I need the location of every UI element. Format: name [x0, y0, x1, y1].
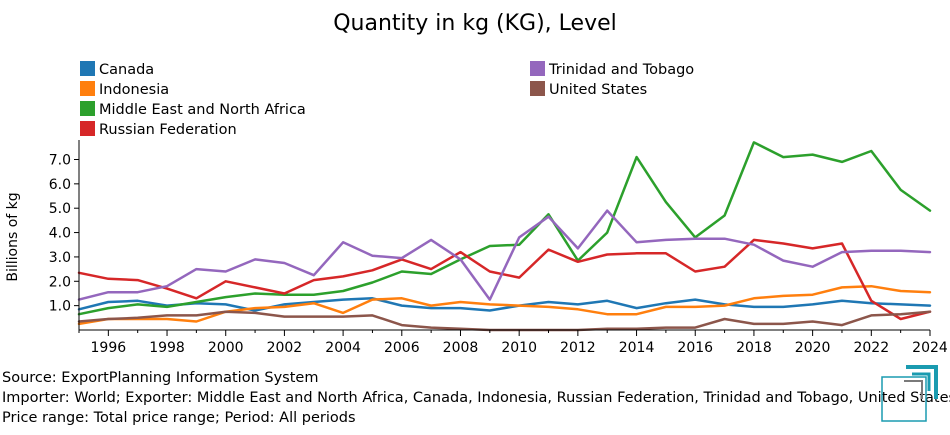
legend: Canada Indonesia Middle East and North Afr…: [80, 61, 694, 138]
x-tick-label: 2004: [325, 340, 361, 356]
x-tick-label: 2014: [619, 340, 655, 356]
axes: 1.0 2.0 3.0 4.0 5.0 6.0 7.0 1996 1998 2000 2002 200…: [49, 140, 948, 356]
legend-swatch: [530, 81, 545, 96]
legend-label: Trinidad and Tobago: [548, 62, 694, 78]
x-tick-label: 1998: [149, 340, 185, 356]
x-tick-label: 2018: [736, 340, 772, 356]
x-tick-label: 2000: [208, 340, 244, 356]
exportplanning-logo-icon: [881, 365, 938, 422]
x-tick-label: 2022: [853, 340, 889, 356]
plot-area: [77, 141, 932, 332]
y-tick-label: 3.0: [49, 250, 71, 266]
legend-label: Middle East and North Africa: [99, 102, 306, 118]
series-line: [77, 238, 932, 321]
series-line: [77, 209, 932, 301]
footer-price: Price range: Total price range; Period: …: [2, 410, 356, 426]
x-tick-label: 2008: [443, 340, 479, 356]
series-line: [77, 141, 932, 316]
legend-label: Russian Federation: [99, 122, 237, 138]
footer-source: Source: ExportPlanning Information Syste…: [2, 370, 319, 386]
x-tick-label: 2010: [501, 340, 537, 356]
legend-swatch: [80, 121, 95, 136]
x-tick-label: 2012: [560, 340, 596, 356]
legend-swatch: [80, 61, 95, 76]
series-line: [77, 297, 932, 312]
chart-title: Quantity in kg (KG), Level: [333, 11, 617, 36]
legend-label: United States: [549, 82, 647, 98]
y-tick-label: 7.0: [49, 152, 71, 168]
y-tick-label: 2.0: [49, 274, 71, 290]
x-tick-label: 2006: [384, 340, 420, 356]
y-tick-label: 5.0: [49, 201, 71, 217]
y-tick-label: 4.0: [49, 226, 71, 242]
legend-label: Canada: [99, 62, 154, 78]
legend-label: Indonesia: [99, 82, 169, 98]
x-tick-label: 2020: [795, 340, 831, 356]
series-line: [77, 310, 932, 332]
y-tick-label: 6.0: [49, 177, 71, 193]
legend-swatch: [530, 61, 545, 76]
x-tick-label: 2002: [267, 340, 303, 356]
legend-swatch: [80, 81, 95, 96]
x-tick-label: 2016: [677, 340, 713, 356]
x-tick-label: 2024: [912, 340, 948, 356]
legend-swatch: [80, 101, 95, 116]
y-axis-label: Billions of kg: [5, 192, 21, 281]
x-tick-label: 1996: [91, 340, 127, 356]
footer-importer: Importer: World; Exporter: Middle East a…: [2, 390, 950, 406]
y-tick-label: 1.0: [49, 299, 71, 315]
